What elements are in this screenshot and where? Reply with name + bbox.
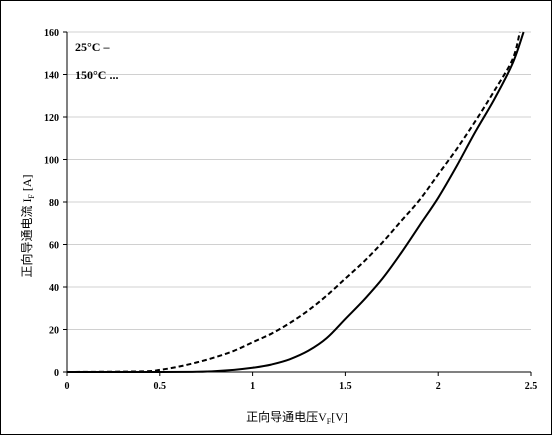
x-tick-label-5: 2.5	[525, 381, 538, 392]
x-axis-label-tail: [V]	[331, 410, 348, 424]
y-tick-label-6: 120	[44, 113, 59, 124]
y-tick-label-7: 140	[44, 71, 59, 82]
y-tick-label-2: 40	[49, 283, 59, 294]
x-tick-label-3: 1.5	[339, 381, 352, 392]
y-tick-label-0: 0	[54, 368, 59, 379]
legend-entry-150c: 150°C ...	[75, 68, 118, 82]
y-axis-label: 正向导通电流 IF [A]	[19, 174, 36, 277]
legend: 25°C – 150°C ...	[75, 40, 118, 82]
x-axis-label-main: 正向导通电压V	[246, 409, 327, 424]
axes	[63, 31, 532, 376]
x-tick-label-4: 2	[436, 381, 441, 392]
x-axis-label: 正向导通电压VF[V]	[246, 409, 348, 426]
y-axis-label-sub: F	[27, 194, 36, 199]
y-tick-label-1: 20	[49, 326, 59, 337]
series-layer	[66, 31, 525, 374]
y-tick-label-4: 80	[49, 198, 59, 209]
tick-labels: 0 0.5 1 1.5 2 2.5 0 20 40 60 80 100 120 140 160	[44, 28, 537, 392]
y-axis-label-tail: [A]	[20, 174, 34, 194]
y-tick-label-3: 60	[49, 241, 59, 252]
x-tick-label-0: 0	[65, 381, 70, 392]
x-axis-label-sub: F	[327, 417, 332, 426]
y-tick-label-5: 100	[44, 156, 59, 167]
x-tick-label-1: 0.5	[154, 381, 167, 392]
y-tick-label-8: 160	[44, 28, 59, 39]
series-line-25c	[66, 31, 525, 374]
gridlines	[67, 31, 531, 330]
legend-entry-25c: 25°C –	[75, 40, 110, 54]
y-axis-label-main: 正向导通电流 I	[19, 199, 34, 278]
x-tick-label-2: 1	[250, 381, 255, 392]
series-line-150c	[66, 31, 521, 373]
